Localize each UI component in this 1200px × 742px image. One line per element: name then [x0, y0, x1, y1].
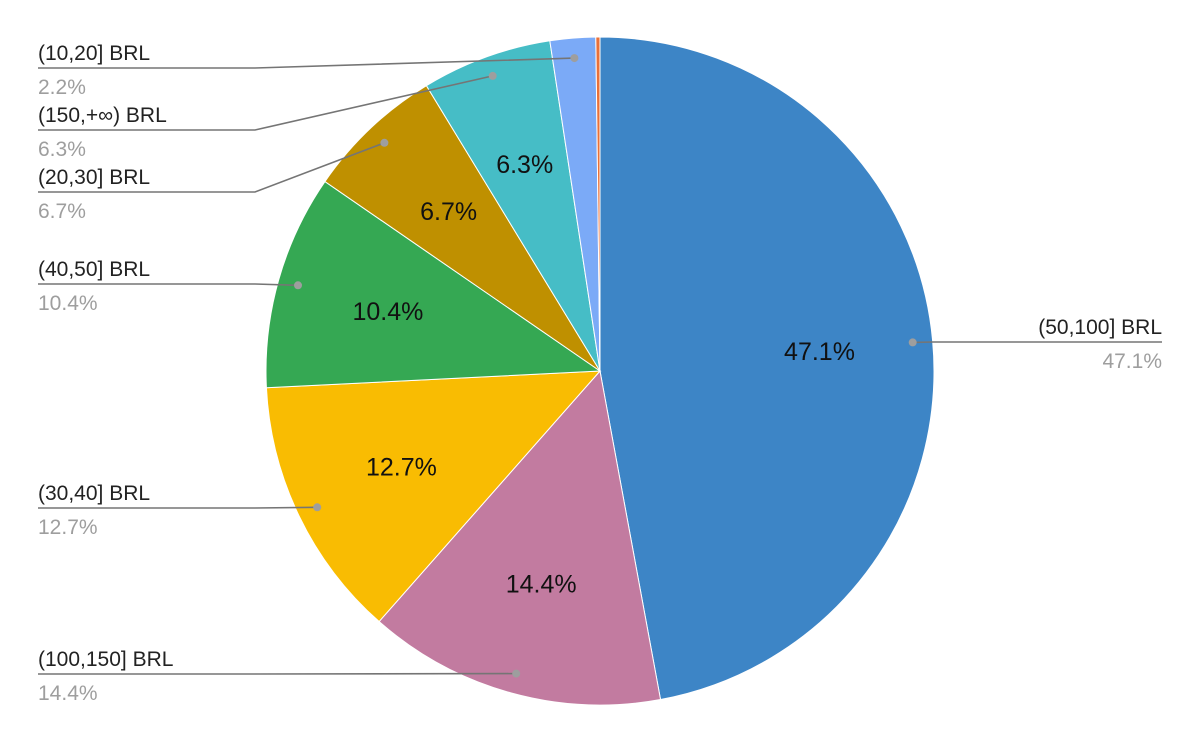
pie-slice[interactable]	[265, 180, 602, 389]
pie-labels: 47.1% (50,100] BRL 47.1% 14.4% (100,150] BRL…	[38, 42, 1162, 705]
pie-slice[interactable]	[378, 369, 662, 706]
pie-slice[interactable]	[324, 84, 601, 372]
leader-dot	[908, 338, 917, 347]
slice-category-label: (50,100] BRL	[1038, 316, 1162, 339]
leader-line	[38, 57, 575, 69]
slice-outside-percent: 2.2%	[38, 76, 86, 99]
pie-slice[interactable]	[599, 36, 935, 701]
slice-category-label: (30,40] BRL	[38, 482, 150, 505]
slice-outside-percent: 12.7%	[38, 516, 98, 539]
slice-outside-percent: 47.1%	[1102, 350, 1162, 373]
leader-dot	[512, 669, 521, 678]
pie-slices	[265, 36, 935, 706]
slice-percent-label: 47.1%	[784, 338, 855, 366]
slice-category-label: (100,150] BRL	[38, 648, 173, 671]
leader-line	[38, 75, 493, 131]
slice-percent-label: 14.4%	[506, 570, 577, 598]
slice-percent-label: 12.7%	[366, 454, 437, 482]
slice-category-label: (40,50] BRL	[38, 258, 150, 281]
slice-outside-percent: 6.3%	[38, 138, 86, 161]
leader-dot	[313, 503, 322, 512]
slice-category-label: (10,20] BRL	[38, 42, 150, 65]
leader-line	[38, 283, 299, 287]
leader-line	[38, 506, 318, 509]
slice-outside-percent: 10.4%	[38, 292, 98, 315]
leader-dot	[488, 71, 497, 80]
slice-percent-label: 6.7%	[420, 198, 477, 226]
leader-line	[38, 142, 385, 193]
slice-percent-label: 6.3%	[496, 151, 553, 179]
slice-category-label: (20,30] BRL	[38, 166, 150, 189]
slice-category-label: (150,+∞) BRL	[38, 104, 167, 127]
pie-slice[interactable]	[265, 370, 602, 623]
leader-dot	[380, 138, 389, 147]
pie-slice[interactable]	[595, 36, 601, 372]
leader-dot	[294, 281, 302, 290]
pie-slice[interactable]	[425, 40, 601, 372]
leader-dot	[570, 54, 579, 63]
slice-outside-percent: 14.4%	[38, 682, 98, 705]
slice-outside-percent: 6.7%	[38, 200, 86, 223]
slice-percent-label: 10.4%	[352, 298, 423, 326]
